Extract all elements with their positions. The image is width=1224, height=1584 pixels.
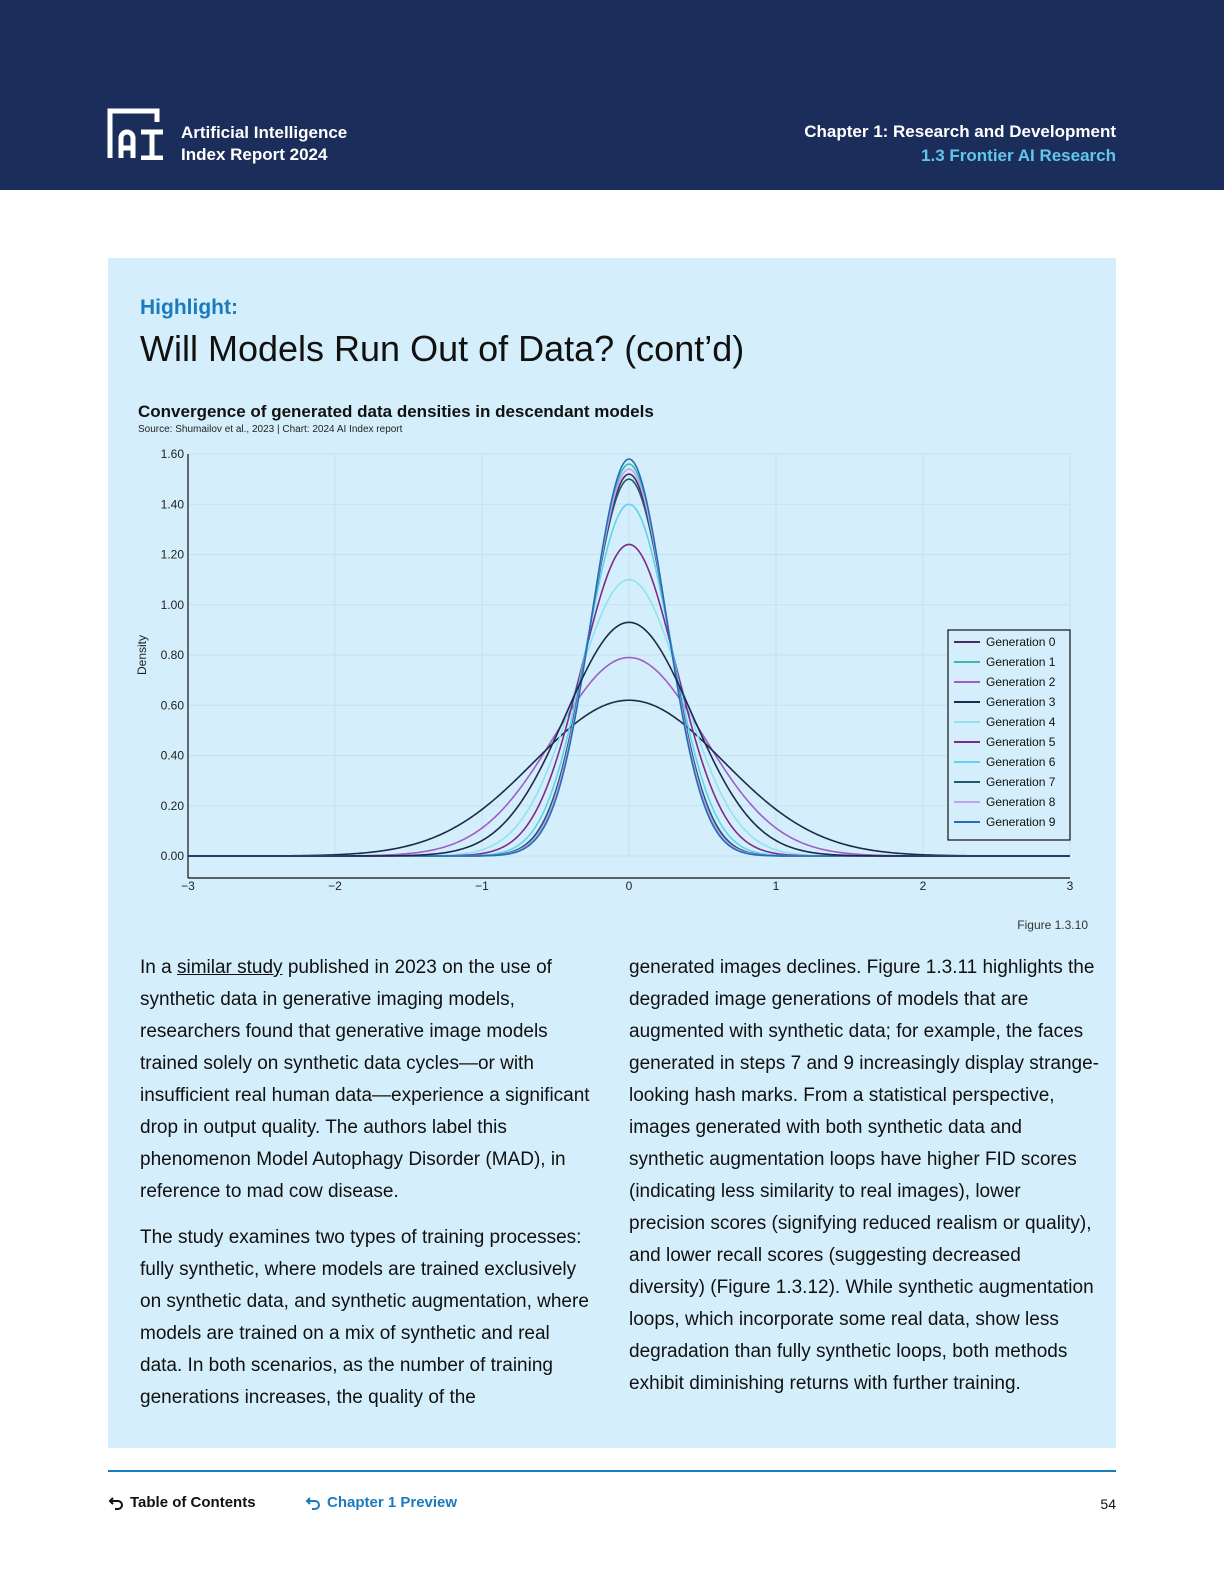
y-tick-label: 0.60 bbox=[161, 698, 185, 712]
paragraph-text: published in 2023 on the use of syntheti… bbox=[140, 957, 590, 1202]
series-line-10 bbox=[188, 621, 1070, 857]
legend-box bbox=[947, 629, 1071, 841]
highlight-panel: Highlight: Will Models Run Out of Data? … bbox=[108, 258, 1116, 1448]
chart-legend: Generation 0 Generation 1 Generation 2 Gene… bbox=[947, 629, 1071, 841]
highlight-title: Will Models Run Out of Data? (cont’d) bbox=[140, 328, 745, 369]
y-tick-label: 1.00 bbox=[161, 598, 185, 612]
chapter-preview-link[interactable]: Chapter 1 Preview bbox=[305, 1494, 457, 1511]
chart-source: Source: Shumailov et al., 2023 | Chart: … bbox=[138, 424, 403, 435]
chapter-info: Chapter 1: Research and Development 1.3 … bbox=[804, 120, 1116, 168]
return-arrow-icon bbox=[305, 1496, 320, 1510]
y-tick-label: 0.20 bbox=[161, 799, 185, 813]
y-tick-label: 0.40 bbox=[161, 749, 185, 763]
y-tick-label: 1.40 bbox=[161, 497, 185, 511]
y-axis-label: Density bbox=[135, 635, 149, 675]
density-chart: 0.00 0.20 0.40 0.60 0.80 1.00 1.20 1.40 1.60 −3 −2… bbox=[135, 447, 1074, 893]
y-tick-label: 1.20 bbox=[161, 548, 185, 562]
y-tick-label: 0.80 bbox=[161, 648, 185, 662]
brand-line-2: Index Report 2024 bbox=[181, 145, 328, 164]
similar-study-link[interactable]: similar study bbox=[176, 957, 283, 978]
x-tick-label: −2 bbox=[328, 879, 342, 893]
legend-label: Generation 9 bbox=[986, 815, 1056, 829]
legend-label: Generation 3 bbox=[986, 695, 1056, 709]
x-tick-label: 0 bbox=[626, 879, 633, 893]
legend-label: Generation 5 bbox=[986, 735, 1056, 749]
body-left-column: In a similar study published in 2023 on … bbox=[140, 952, 590, 1428]
x-tick-label: −1 bbox=[475, 879, 489, 893]
body-paragraph-1: In a similar study published in 2023 on … bbox=[140, 952, 590, 1208]
return-arrow-icon bbox=[108, 1496, 123, 1510]
legend-label: Generation 8 bbox=[986, 795, 1056, 809]
chapter-title: Chapter 1: Research and Development bbox=[804, 122, 1116, 141]
chapter-preview-label: Chapter 1 Preview bbox=[327, 1494, 458, 1511]
legend-label: Generation 2 bbox=[986, 675, 1056, 689]
footer-divider bbox=[108, 1470, 1116, 1472]
chart-axes: 0.00 0.20 0.40 0.60 0.80 1.00 1.20 1.40 1.60 −3 −2… bbox=[135, 447, 1074, 893]
chart-grid bbox=[187, 453, 1071, 857]
legend-label: Generation 4 bbox=[986, 715, 1056, 729]
y-tick-label: 1.60 bbox=[161, 447, 185, 461]
figure-label: Figure 1.3.10 bbox=[1017, 918, 1088, 932]
legend-label: Generation 1 bbox=[986, 655, 1056, 669]
legend-label: Generation 7 bbox=[986, 775, 1056, 789]
table-of-contents-link[interactable]: Table of Contents bbox=[108, 1494, 256, 1511]
body-paragraph-3: generated images declines. Figure 1.3.11… bbox=[629, 957, 1100, 1394]
body-right-column: generated images declines. Figure 1.3.11… bbox=[629, 952, 1099, 1414]
paragraph-text: In a bbox=[140, 957, 177, 978]
section-title: 1.3 Frontier AI Research bbox=[921, 146, 1116, 165]
brand-name: Artificial Intelligence Index Report 202… bbox=[181, 122, 347, 166]
ai-index-logo bbox=[107, 108, 163, 160]
legend-label: Generation 0 bbox=[986, 635, 1056, 649]
page-number: 54 bbox=[1100, 1496, 1116, 1512]
y-tick-label: 0.00 bbox=[161, 849, 185, 863]
chart-title: Convergence of generated data densities … bbox=[138, 402, 654, 421]
series-line-3 bbox=[188, 699, 1070, 857]
body-paragraph-2: The study examines two types of training… bbox=[140, 1227, 589, 1408]
brand-line-1: Artificial Intelligence bbox=[181, 123, 348, 142]
x-tick-label: −3 bbox=[181, 879, 195, 893]
toc-label: Table of Contents bbox=[130, 1494, 256, 1511]
legend-label: Generation 6 bbox=[986, 755, 1056, 769]
highlight-kicker: Highlight: bbox=[140, 296, 238, 319]
report-header: Artificial Intelligence Index Report 202… bbox=[0, 0, 1224, 190]
x-tick-label: 2 bbox=[920, 879, 927, 893]
x-tick-label: 1 bbox=[773, 879, 780, 893]
chart-series bbox=[188, 458, 1070, 857]
x-tick-label: 3 bbox=[1067, 879, 1074, 893]
